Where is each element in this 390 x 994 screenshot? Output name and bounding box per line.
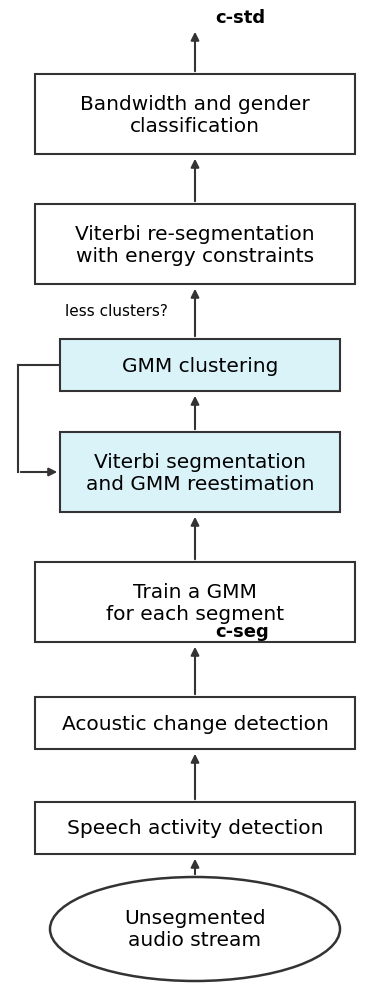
Text: Acoustic change detection: Acoustic change detection	[62, 714, 328, 733]
FancyBboxPatch shape	[35, 698, 355, 749]
Text: less clusters?: less clusters?	[65, 304, 168, 319]
FancyBboxPatch shape	[35, 205, 355, 284]
Text: c-seg: c-seg	[215, 622, 269, 640]
Text: GMM clustering: GMM clustering	[122, 356, 278, 375]
FancyBboxPatch shape	[60, 432, 340, 513]
FancyBboxPatch shape	[60, 340, 340, 392]
Text: Train a GMM
for each segment: Train a GMM for each segment	[106, 581, 284, 623]
FancyBboxPatch shape	[35, 563, 355, 642]
FancyBboxPatch shape	[35, 75, 355, 155]
Text: Speech activity detection: Speech activity detection	[67, 819, 323, 838]
Text: Viterbi segmentation
and GMM reestimation: Viterbi segmentation and GMM reestimatio…	[86, 452, 314, 493]
Text: c-std: c-std	[215, 9, 265, 27]
Text: Viterbi re-segmentation
with energy constraints: Viterbi re-segmentation with energy cons…	[75, 225, 315, 265]
Ellipse shape	[50, 877, 340, 981]
Text: Unsegmented
audio stream: Unsegmented audio stream	[124, 909, 266, 949]
FancyBboxPatch shape	[35, 802, 355, 854]
Text: Bandwidth and gender
classification: Bandwidth and gender classification	[80, 94, 310, 135]
